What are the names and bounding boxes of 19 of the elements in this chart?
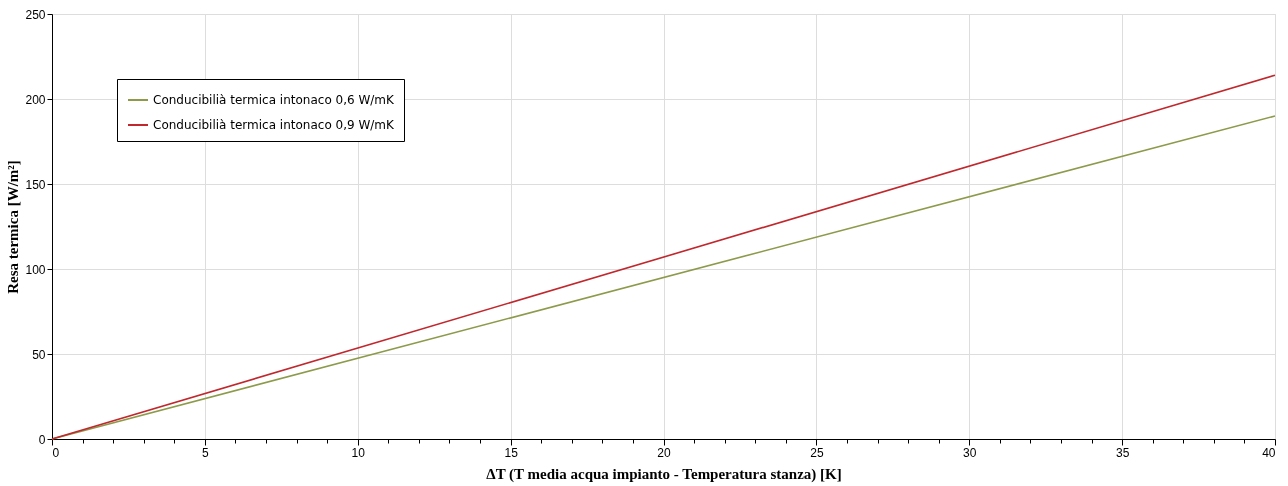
x-tick-label: 5 <box>202 445 210 460</box>
legend-label: Conducibilià termica intonaco 0,9 W/mK <box>153 118 396 132</box>
y-tick-label: 50 <box>32 347 46 362</box>
x-tick-label: 40 <box>1262 445 1276 460</box>
x-tick-label: 0 <box>52 445 60 460</box>
x-tick-label: 35 <box>1115 445 1130 460</box>
y-tick-label: 150 <box>25 177 46 192</box>
x-axis-title: ΔT (T media acqua impianto - Temperatura stanza) [K] <box>486 465 842 483</box>
y-tick-label: 200 <box>25 92 46 107</box>
legend-label: Conducibilià termica intonaco 0,6 W/mK <box>153 93 396 107</box>
x-tick-label: 20 <box>657 445 671 460</box>
y-tick-label: 250 <box>25 7 46 22</box>
x-tick-label: 30 <box>963 445 977 460</box>
y-axis-title: Resa termica [W/m²] <box>5 160 22 294</box>
x-tick-label: 10 <box>351 445 366 460</box>
x-tick-label: 15 <box>504 445 519 460</box>
y-tick-label: 0 <box>38 432 46 447</box>
x-tick-label: 25 <box>810 445 824 460</box>
y-tick-label: 100 <box>25 262 46 277</box>
